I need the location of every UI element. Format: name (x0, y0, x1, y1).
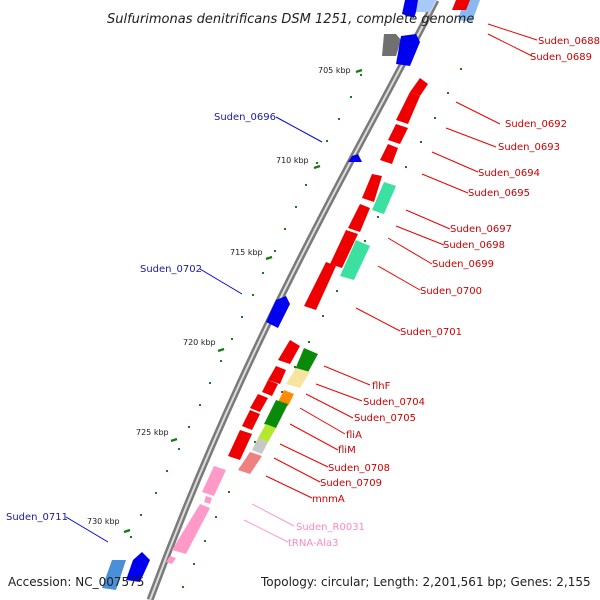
gene-label-suden-0694[interactable]: Suden_0694 (478, 168, 540, 179)
leader-suden-0704 (315, 383, 363, 402)
gene-label-suden-0697[interactable]: Suden_0697 (450, 224, 512, 235)
leader-suden-0696 (275, 116, 323, 143)
leader-suden-0699 (387, 237, 433, 265)
leader-suden-0697 (405, 209, 451, 230)
leader-suden-0700 (377, 265, 421, 291)
leader-suden-0702 (199, 268, 243, 295)
leader-suden-0694 (431, 151, 479, 173)
gene-label-flia[interactable]: fliA (346, 430, 362, 441)
gene-suden-0711-feature[interactable] (126, 552, 150, 582)
ruler-label-710: 710 kbp (276, 156, 309, 165)
gene-label-suden-0689[interactable]: Suden_0689 (530, 52, 592, 63)
label-leaders (65, 23, 538, 543)
gene-fliy-feature[interactable] (250, 394, 268, 412)
genome-backbone (146, 0, 440, 600)
gene-label-suden-0708[interactable]: Suden_0708 (328, 463, 390, 474)
leader-suden-0698 (395, 225, 445, 246)
gene-label-suden-0705[interactable]: Suden_0705 (354, 413, 416, 424)
leader-suden-0692 (455, 101, 501, 125)
gene-0691-feature[interactable] (410, 78, 428, 96)
gene-0709b-feature[interactable] (238, 452, 262, 474)
rna-suden-r0031-feature[interactable] (202, 466, 226, 496)
gene-label-suden-0688[interactable]: Suden_0688 (538, 36, 600, 47)
gene-0710-feature[interactable] (102, 560, 126, 590)
gene-top-feature[interactable] (402, 0, 420, 18)
gene-label-flim[interactable]: fliM (338, 445, 356, 456)
ruler-major-ticks (123, 68, 363, 534)
gene-suden-0701-feature[interactable] (304, 262, 336, 310)
leader-suden-r0031 (251, 503, 295, 527)
leader-suden-0695 (421, 173, 469, 194)
gene-suden-0692-feature[interactable] (396, 92, 420, 124)
gene-suden-0693-feature[interactable] (388, 124, 408, 144)
gene-0703-feature[interactable] (278, 340, 300, 364)
map-title: Sulfurimonas denitrificans DSM 1251, com… (107, 12, 474, 27)
gene-label-suden-r0031[interactable]: Suden_R0031 (296, 522, 365, 533)
gene-flim-feature[interactable] (264, 400, 288, 428)
ruler-label-720: 720 kbp (183, 338, 216, 347)
gene-suden-0689-feature[interactable] (396, 34, 420, 66)
leader-suden-0689 (487, 33, 533, 57)
gene-label-suden-0699[interactable]: Suden_0699 (432, 259, 494, 270)
gene-label-suden-0709[interactable]: Suden_0709 (320, 478, 382, 489)
ruler-label-715: 715 kbp (230, 248, 263, 257)
leader-suden-0705 (305, 393, 354, 419)
gene-0690-feature[interactable] (452, 0, 470, 10)
leader-suden-0708 (279, 443, 329, 468)
leader-suden-0693 (445, 127, 497, 148)
gene-label-suden-0698[interactable]: Suden_0698 (443, 240, 505, 251)
trna-ala3-feature[interactable] (172, 504, 210, 554)
ruler-label-705: 705 kbp (318, 66, 351, 75)
accession-text: Accession: NC_007575 (8, 575, 144, 589)
gene-label-trna-ala3[interactable]: tRNA-Ala3 (288, 538, 338, 549)
gene-suden-0702-feature[interactable] (266, 296, 290, 328)
reverse-features (228, 0, 470, 474)
leader-suden-0709 (273, 457, 321, 483)
rna-features (166, 466, 226, 564)
leader-trna-ala3 (243, 519, 289, 543)
gene-label-mnma[interactable]: mnmA (312, 494, 345, 505)
gene-top-lightblue-2[interactable] (416, 0, 436, 12)
gene-label-suden-0692[interactable]: Suden_0692 (505, 119, 567, 130)
ruler-label-725: 725 kbp (136, 428, 169, 437)
gene-suden-0688-feature[interactable] (382, 34, 401, 56)
rna-small-feature[interactable] (204, 496, 212, 504)
gene-label-suden-0701[interactable]: Suden_0701 (400, 327, 462, 338)
gene-suden-0694-feature[interactable] (380, 144, 398, 164)
gene-label-flhf[interactable]: flhF (372, 381, 391, 392)
gene-flhf-feature[interactable] (294, 348, 318, 376)
leader-flim (289, 423, 339, 451)
genome-summary-text: Topology: circular; Length: 2,201,561 bp… (260, 575, 591, 589)
gene-suden-0695-feature[interactable] (362, 174, 382, 202)
gene-label-suden-0702[interactable]: Suden_0702 (140, 264, 202, 275)
leader-suden-0688 (487, 23, 538, 41)
gene-label-suden-0693[interactable]: Suden_0693 (498, 142, 560, 153)
ruler-label-730: 730 kbp (87, 517, 120, 526)
leader-flhf (323, 365, 371, 386)
leader-mnma (265, 475, 313, 499)
gene-label-suden-0695[interactable]: Suden_0695 (468, 188, 530, 199)
gene-suden-0700-feature[interactable] (340, 240, 370, 280)
gene-suden-0709-feature[interactable] (228, 430, 252, 460)
gene-label-suden-0700[interactable]: Suden_0700 (420, 286, 482, 297)
gene-mnma-feature[interactable] (252, 438, 268, 454)
rna-small-feature-2[interactable] (166, 556, 176, 564)
gene-fli-feature-2[interactable] (242, 410, 260, 430)
leader-suden-0701 (355, 307, 401, 332)
gene-suden-0708-feature[interactable] (258, 424, 276, 442)
gene-label-suden-0704[interactable]: Suden_0704 (363, 397, 425, 408)
gene-suden-0696-feature[interactable] (348, 154, 362, 162)
gene-suden-0699-feature[interactable] (330, 230, 358, 268)
leader-suden-0711 (65, 516, 109, 543)
gene-0704b-feature[interactable] (268, 366, 286, 384)
gene-label-suden-0696[interactable]: Suden_0696 (214, 112, 276, 123)
leader-flia (299, 407, 346, 435)
gene-label-suden-0711[interactable]: Suden_0711 (6, 512, 68, 523)
gene-suden-0704-feature[interactable] (286, 368, 310, 388)
gene-suden-0705-feature[interactable] (262, 380, 278, 396)
gene-suden-0697-feature[interactable] (372, 182, 396, 214)
gene-suden-0698-feature[interactable] (348, 204, 370, 232)
